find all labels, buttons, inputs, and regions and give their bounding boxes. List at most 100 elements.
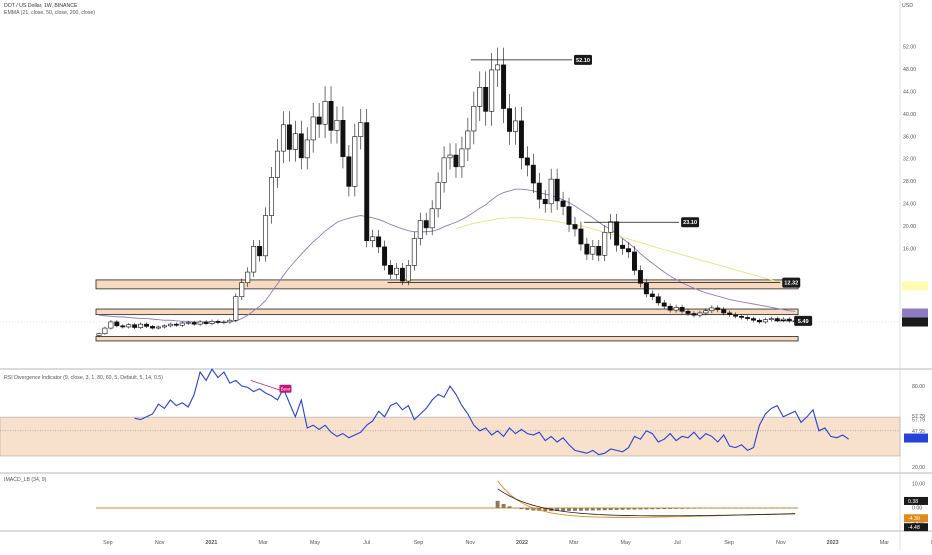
candle xyxy=(191,322,197,325)
macd-histogram-bar xyxy=(561,508,566,512)
candle xyxy=(756,319,762,323)
candle xyxy=(405,265,411,282)
candle xyxy=(447,154,453,159)
candle xyxy=(298,133,304,159)
candle xyxy=(465,130,471,150)
candle xyxy=(417,220,423,239)
macd-histogram-bar xyxy=(662,508,667,510)
macd-histogram-bar xyxy=(578,508,583,511)
candles xyxy=(96,47,798,337)
macd-indicator-legend: IMACD_LB (34, 9) xyxy=(4,477,47,483)
candle xyxy=(441,157,447,183)
macd-histogram-bar xyxy=(507,506,512,508)
macd-histogram-bar xyxy=(519,508,524,510)
candle xyxy=(209,321,215,324)
candle xyxy=(483,86,489,112)
macd-histogram-bar xyxy=(727,508,732,509)
candle xyxy=(560,200,566,207)
candle xyxy=(572,224,578,230)
annotation-label xyxy=(574,54,592,65)
candle xyxy=(388,265,394,275)
candle xyxy=(512,120,518,132)
candle xyxy=(132,324,138,328)
candle xyxy=(144,323,150,327)
candle xyxy=(489,69,495,112)
macd-badge-text: -4.30 xyxy=(908,516,920,522)
macd-histogram-bar xyxy=(644,508,649,510)
macd-histogram-bar xyxy=(680,508,685,509)
macd-histogram-bar xyxy=(775,507,780,509)
time-tick: Nov xyxy=(465,540,475,546)
candle xyxy=(733,314,739,317)
annotation-value: 23.10 xyxy=(683,220,697,226)
candle xyxy=(703,310,709,314)
candle xyxy=(596,246,602,256)
price-tick: 36.00 xyxy=(903,134,916,140)
time-tick: Sep xyxy=(414,540,424,546)
candle xyxy=(227,319,233,323)
annotation-label xyxy=(681,217,700,228)
candle xyxy=(495,64,501,71)
candle xyxy=(286,124,292,150)
rsi-tick: 20.00 xyxy=(912,465,925,471)
ema-200-badge xyxy=(902,281,928,291)
time-tick: Nov xyxy=(776,540,786,546)
price-tick: 32.00 xyxy=(903,157,916,163)
candle xyxy=(750,318,756,321)
candle xyxy=(245,271,251,284)
currency-label: USD xyxy=(902,3,913,9)
candle xyxy=(334,120,340,131)
candle xyxy=(727,312,733,315)
macd-histogram-bar xyxy=(686,508,690,509)
candle xyxy=(554,178,560,202)
candle xyxy=(739,316,745,318)
candle xyxy=(274,150,280,178)
macd-histogram-bar xyxy=(584,508,589,511)
candle xyxy=(530,164,536,184)
time-tick: Nov xyxy=(155,540,165,546)
candle xyxy=(536,182,542,200)
candle xyxy=(745,317,750,319)
candle xyxy=(263,215,269,257)
candle xyxy=(691,313,697,316)
candle xyxy=(477,86,483,107)
candle xyxy=(167,323,173,327)
candle xyxy=(661,302,667,307)
candle xyxy=(96,333,102,336)
candle xyxy=(126,324,132,328)
bear-signal-badge xyxy=(279,384,292,393)
price-tick: 48.00 xyxy=(903,67,916,73)
candle xyxy=(364,122,370,242)
candle xyxy=(566,206,572,225)
candle xyxy=(322,100,328,125)
macd-histogram-bar xyxy=(555,508,560,512)
macd-line xyxy=(497,480,796,518)
candle xyxy=(679,307,685,312)
macd-histogram-bar xyxy=(781,507,786,509)
candle xyxy=(393,267,399,275)
price-tick: 40.00 xyxy=(903,112,916,118)
macd-histogram-bar xyxy=(745,508,750,509)
candle xyxy=(697,312,703,316)
candle xyxy=(197,321,203,325)
time-axis: Sep Nov 2021 Mar May Jul Sep Nov 2022 Mar May Jul Se… xyxy=(103,540,932,546)
rsi-indicator-legend: RSI Divergence Indicator (9, close, 3, 1… xyxy=(4,375,163,381)
macd-histogram-bar xyxy=(703,508,708,509)
macd-tick: 0.00 xyxy=(912,505,922,511)
price-tick: 24.00 xyxy=(903,202,916,208)
candle xyxy=(643,282,649,295)
candle xyxy=(239,282,245,298)
macd-badge-text: 0.38 xyxy=(908,499,918,505)
macd-histogram-bar xyxy=(567,508,571,511)
price-axis: 52.00 48.00 44.00 40.00 36.00 32.00 28.00 24.00… xyxy=(902,45,928,532)
candle xyxy=(709,307,715,312)
candle xyxy=(280,124,286,152)
candle xyxy=(631,251,637,271)
candle xyxy=(138,323,144,328)
macd-histogram-bar xyxy=(614,508,619,510)
macd-histogram-bar xyxy=(632,508,637,510)
candle xyxy=(161,325,167,328)
candle xyxy=(578,228,584,245)
